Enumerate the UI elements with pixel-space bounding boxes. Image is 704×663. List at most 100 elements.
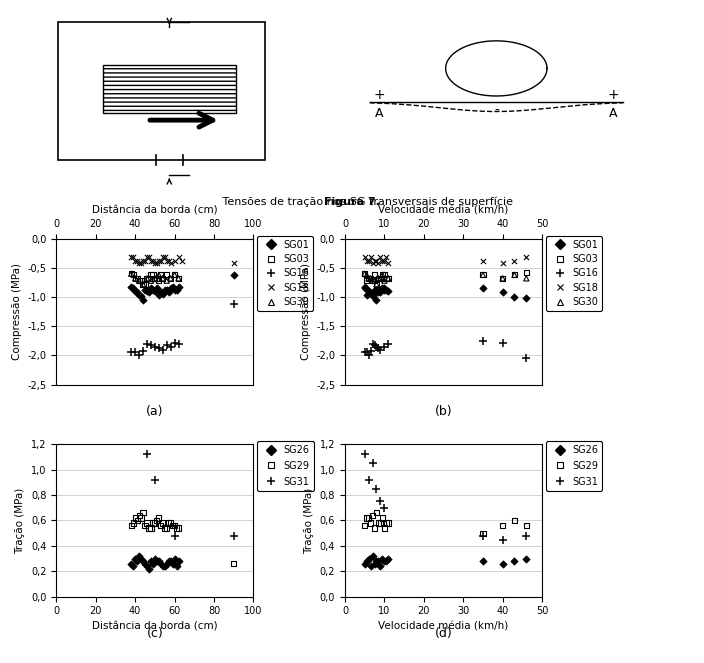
Point	[365, 252, 376, 263]
Point	[142, 252, 153, 263]
Point	[371, 255, 382, 266]
Point	[151, 273, 163, 284]
Point	[132, 255, 143, 266]
Point	[363, 255, 375, 266]
Point	[169, 284, 180, 295]
Y-axis label: Tração (MPa): Tração (MPa)	[15, 487, 25, 554]
Point	[145, 339, 156, 350]
Point	[130, 273, 141, 284]
Point	[367, 551, 378, 562]
Point	[161, 255, 172, 266]
Point	[134, 275, 145, 286]
Point	[173, 338, 184, 349]
Point	[132, 556, 143, 566]
Point	[521, 530, 532, 541]
Point	[142, 273, 153, 284]
Point	[165, 258, 176, 269]
Point	[163, 556, 175, 566]
Point	[167, 281, 178, 292]
Point	[177, 255, 188, 266]
Point	[228, 558, 239, 569]
Point	[361, 275, 372, 286]
Point	[135, 553, 146, 564]
Point	[125, 520, 137, 531]
Point	[371, 483, 382, 494]
Point	[497, 534, 508, 545]
Point	[497, 273, 508, 284]
Text: (c): (c)	[146, 627, 163, 640]
Point	[361, 270, 372, 280]
Point	[381, 518, 392, 528]
Point	[375, 273, 386, 284]
Point	[509, 515, 520, 526]
Point	[137, 556, 149, 566]
Point	[144, 252, 155, 263]
Point	[132, 515, 143, 526]
Point	[365, 273, 376, 284]
Point	[359, 347, 370, 358]
Point	[375, 252, 386, 263]
Point	[145, 275, 156, 286]
Point	[365, 561, 376, 572]
Point	[125, 252, 137, 263]
Point	[477, 530, 489, 541]
Point	[173, 556, 184, 566]
Point	[365, 273, 376, 284]
Point	[359, 558, 370, 569]
Point	[373, 556, 384, 566]
Point	[363, 553, 375, 564]
Point	[377, 270, 388, 280]
Point	[153, 255, 165, 266]
Point	[377, 270, 388, 280]
Point	[151, 258, 163, 269]
Point	[363, 475, 375, 485]
Point	[153, 343, 165, 353]
Point	[155, 520, 166, 531]
Point	[367, 458, 378, 469]
Point	[359, 269, 370, 279]
Point	[371, 279, 382, 290]
Point	[151, 515, 163, 526]
Point	[167, 520, 178, 531]
Point	[173, 281, 184, 292]
Point	[367, 275, 378, 286]
Point	[361, 512, 372, 523]
Point	[379, 284, 390, 295]
Point	[163, 518, 175, 528]
Point	[383, 553, 394, 564]
Point	[371, 284, 382, 295]
Point	[161, 284, 172, 295]
Point	[521, 353, 532, 363]
Bar	[103, 65, 236, 113]
Point	[149, 341, 161, 352]
Point	[373, 273, 384, 284]
Point	[173, 252, 184, 263]
Text: Figura 7.: Figura 7.	[324, 197, 380, 208]
Point	[159, 522, 170, 533]
Point	[132, 273, 143, 284]
Point	[367, 275, 378, 286]
Point	[369, 275, 380, 286]
Point	[365, 289, 376, 300]
Point	[165, 283, 176, 294]
Point	[363, 350, 375, 361]
Point	[125, 558, 137, 569]
Point	[153, 556, 165, 566]
Point	[477, 270, 489, 280]
Point	[521, 252, 532, 263]
Point	[163, 255, 175, 266]
Point	[169, 270, 180, 280]
Point	[379, 283, 390, 294]
Point	[125, 269, 137, 279]
Point	[157, 289, 168, 300]
Point	[155, 255, 166, 266]
Text: (a): (a)	[146, 405, 163, 418]
Point	[145, 255, 156, 266]
Point	[127, 252, 139, 263]
Point	[157, 273, 168, 284]
Point	[367, 290, 378, 301]
Point	[367, 510, 378, 520]
Point	[157, 252, 168, 263]
Point	[169, 255, 180, 266]
Y-axis label: Tração (MPa): Tração (MPa)	[304, 487, 314, 554]
